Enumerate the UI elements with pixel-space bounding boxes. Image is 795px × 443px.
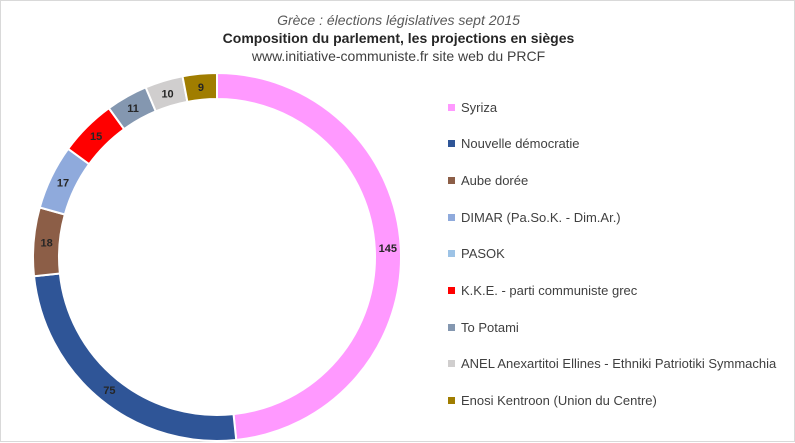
legend-label: DIMAR (Pa.So.K. - Dim.Ar.) (461, 209, 621, 225)
legend-label: Syriza (461, 99, 498, 115)
legend-item: ANEL Anexartitoi Ellines - Ethniki Patri… (448, 355, 776, 373)
chart-titles: Grèce : élections législatives sept 2015… (1, 11, 795, 65)
legend-item: Aube dorée (448, 171, 528, 189)
legend-item: Syriza (448, 98, 497, 116)
slice-value-label: 11 (127, 103, 139, 115)
legend-swatch (448, 250, 455, 258)
legend-item: PASOK (448, 245, 505, 263)
legend-swatch (448, 287, 455, 294)
slice-value-label: 75 (103, 385, 115, 397)
legend-swatch (448, 103, 455, 111)
slice-value-label: 145 (379, 243, 397, 255)
slice-value-label: 10 (161, 88, 173, 100)
legend-label: ANEL Anexartitoi Ellines - Ethniki Patri… (461, 356, 777, 372)
donut-slice (216, 71, 402, 442)
legend-label: To Potami (461, 319, 519, 335)
legend-item: To Potami (448, 318, 519, 336)
slice-value-label: 15 (90, 131, 102, 143)
slice-value-label: 17 (57, 178, 69, 190)
donut-slice (32, 272, 238, 442)
legend-label: Aube dorée (461, 172, 529, 188)
legend-item: Enosi Kentroon (Union du Centre) (448, 392, 657, 410)
legend-label: PASOK (461, 246, 505, 262)
legend-swatch (448, 176, 455, 184)
legend-swatch (448, 213, 455, 221)
legend-label: Enosi Kentroon (Union du Centre) (461, 393, 657, 409)
chart-title: Grèce : élections législatives sept 2015 (277, 12, 520, 28)
legend-swatch (448, 360, 455, 368)
donut-slice (181, 71, 218, 103)
chart-subtitle: Composition du parlement, les projection… (222, 30, 575, 46)
legend-item: DIMAR (Pa.So.K. - Dim.Ar.) (448, 208, 621, 226)
legend-swatch (448, 323, 455, 331)
legend-swatch (448, 397, 455, 405)
legend-swatch (448, 140, 455, 148)
legend-item: K.K.E. - parti communiste grec (448, 282, 637, 300)
slice-value-label: 9 (198, 82, 204, 94)
legend-item: Nouvelle démocratie (448, 135, 580, 153)
legend-label: Nouvelle démocratie (461, 136, 580, 152)
slice-value-label: 18 (40, 238, 52, 250)
legend-label: K.K.E. - parti communiste grec (461, 283, 638, 298)
chart-source: www.initiative-communiste.fr site web du… (251, 48, 546, 64)
